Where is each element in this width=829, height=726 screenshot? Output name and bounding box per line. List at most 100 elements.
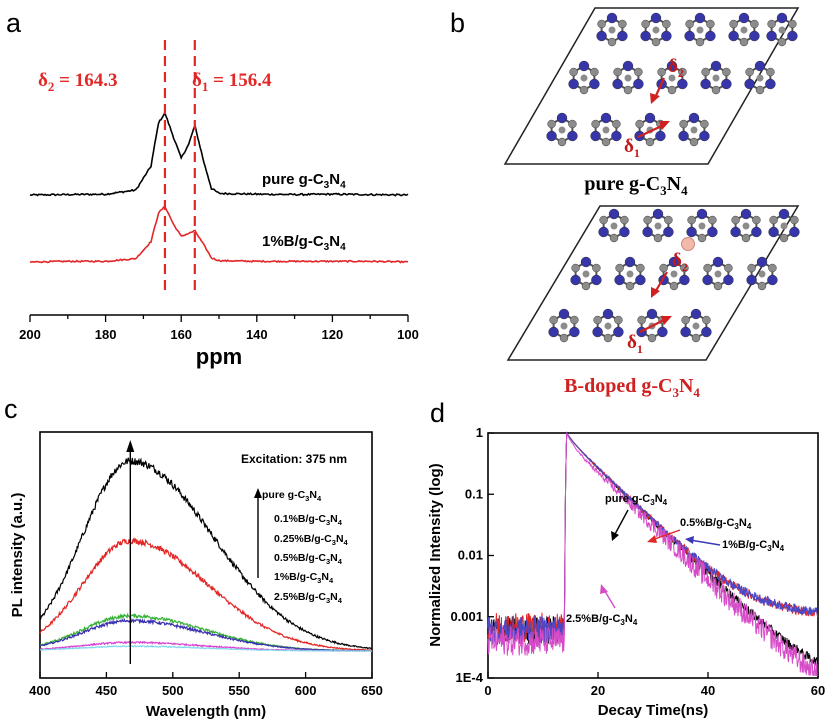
carbon-atom	[559, 333, 569, 343]
carbon-atom	[712, 74, 720, 82]
carbon-atom	[680, 263, 689, 273]
nitrogen-atom	[699, 130, 710, 142]
nitrogen-atom	[678, 130, 689, 142]
carbon-atom	[651, 37, 661, 47]
carbon-atom	[615, 263, 624, 273]
nitrogen-atom	[751, 226, 762, 238]
nitrogen-atom	[756, 256, 768, 268]
carbon-atom	[635, 119, 644, 129]
panel-a-x-tick-label: 200	[19, 327, 41, 342]
carbon-atom	[624, 74, 632, 82]
carbon-atom	[779, 233, 789, 243]
nitrogen-atom	[700, 78, 711, 90]
panel-c-series-3	[39, 617, 373, 652]
carbon-atom	[777, 37, 787, 47]
panel-label-c: c	[4, 394, 18, 424]
carbon-atom	[653, 233, 663, 243]
panel-c-x-tick-label: 400	[29, 683, 51, 698]
panel-d-x-tick-label: 0	[484, 683, 491, 698]
nitrogen-atom	[686, 226, 697, 238]
carbon-atom	[747, 263, 756, 273]
panel-c-x-tick-label: 600	[295, 683, 317, 698]
carbon-atom	[560, 322, 568, 330]
delta2-annotation: δ2 = 164.3	[38, 70, 117, 94]
carbon-atom	[582, 270, 590, 278]
nitrogen-atom	[694, 12, 706, 24]
carbon-atom	[618, 19, 627, 29]
nitrogen-atom	[661, 30, 672, 42]
nitrogen-atom	[650, 12, 662, 24]
panel-d-ticks: 0 20 40 60 1 0.1 0.01 0.001 1E-4	[450, 425, 825, 698]
carbon-atom	[745, 67, 754, 77]
nitrogen-atom	[754, 60, 766, 72]
nitrogen-atom	[684, 30, 695, 42]
excitation-label: Excitation: 375 nm	[241, 452, 347, 466]
carbon-atom	[580, 74, 588, 82]
carbon-atom	[701, 67, 710, 77]
panel-c-ticks: 400 450 500 550 600 650	[29, 672, 383, 698]
nitrogen-atom	[613, 326, 624, 338]
carbon-atom	[697, 233, 707, 243]
carbon-atom	[778, 26, 786, 34]
carbon-atom	[604, 322, 612, 330]
panel-c-legend-entry: 2.5%B/g-C3N4	[274, 591, 343, 605]
nitrogen-atom	[677, 78, 688, 90]
nitrogen-atom	[589, 78, 600, 90]
carbon-atom	[756, 74, 764, 82]
nitrogen-atom	[690, 308, 702, 320]
nitrogen-atom	[596, 30, 607, 42]
carbon-atom	[714, 270, 722, 278]
carbon-atom	[581, 281, 591, 291]
carbon-atom	[614, 315, 623, 325]
carbon-atom	[698, 222, 706, 230]
nitrogen-atom	[612, 78, 623, 90]
panel-label-d: d	[430, 398, 445, 428]
nitrogen-atom	[611, 130, 622, 142]
nitrogen-atom	[723, 274, 734, 286]
nitrogen-atom	[721, 78, 732, 90]
carbon-atom	[788, 19, 797, 29]
panel-d-series-3	[487, 432, 818, 676]
carbon-atom	[702, 315, 711, 325]
nitrogen-atom	[578, 60, 590, 72]
nitrogen-atom	[766, 30, 777, 42]
carbon-atom	[641, 19, 650, 29]
legend-pure-gc3n4-a: pure g-C3N4	[262, 171, 346, 191]
carbon-atom	[579, 85, 589, 95]
pure-structure-label: pure g-C3N4	[584, 173, 688, 198]
panel-c-ylabel: PL intensity (a.u.)	[9, 493, 26, 618]
carbon-atom	[612, 119, 621, 129]
carbon-atom	[607, 37, 617, 47]
carbon-atom	[620, 215, 629, 225]
carbon-atom	[687, 215, 696, 225]
carbon-atom	[696, 26, 704, 34]
panel-c-legend-entry: 0.25%B/g-C3N4	[274, 533, 349, 547]
carbon-atom	[626, 270, 634, 278]
nitrogen-atom	[644, 112, 656, 124]
carbon-atom	[713, 281, 723, 291]
doped-structure-image: δ2 δ1	[506, 205, 800, 361]
nitrogen-atom	[642, 226, 653, 238]
nitrogen-atom	[619, 226, 630, 238]
nitrogen-atom	[614, 274, 625, 286]
panel-label-b: b	[450, 8, 465, 38]
carbon-atom	[643, 215, 652, 225]
carbon-atom	[568, 119, 577, 129]
carbon-atom	[593, 315, 602, 325]
carbon-atom	[557, 137, 567, 147]
nitrogen-atom	[712, 256, 724, 268]
nitrogen-atom	[570, 274, 581, 286]
nitrogen-atom	[767, 274, 778, 286]
boron-atom	[681, 237, 695, 251]
panel-c-x-tick-label: 650	[361, 683, 383, 698]
panel-a-series-1	[29, 205, 409, 264]
doped-atom-network	[548, 208, 800, 343]
nitrogen-atom	[568, 78, 579, 90]
carbon-atom	[623, 85, 633, 95]
nitrogen-atom	[617, 30, 628, 42]
nitrogen-atom	[705, 30, 716, 42]
carbon-atom	[767, 19, 776, 29]
carbon-atom	[780, 222, 788, 230]
carbon-atom	[652, 26, 660, 34]
